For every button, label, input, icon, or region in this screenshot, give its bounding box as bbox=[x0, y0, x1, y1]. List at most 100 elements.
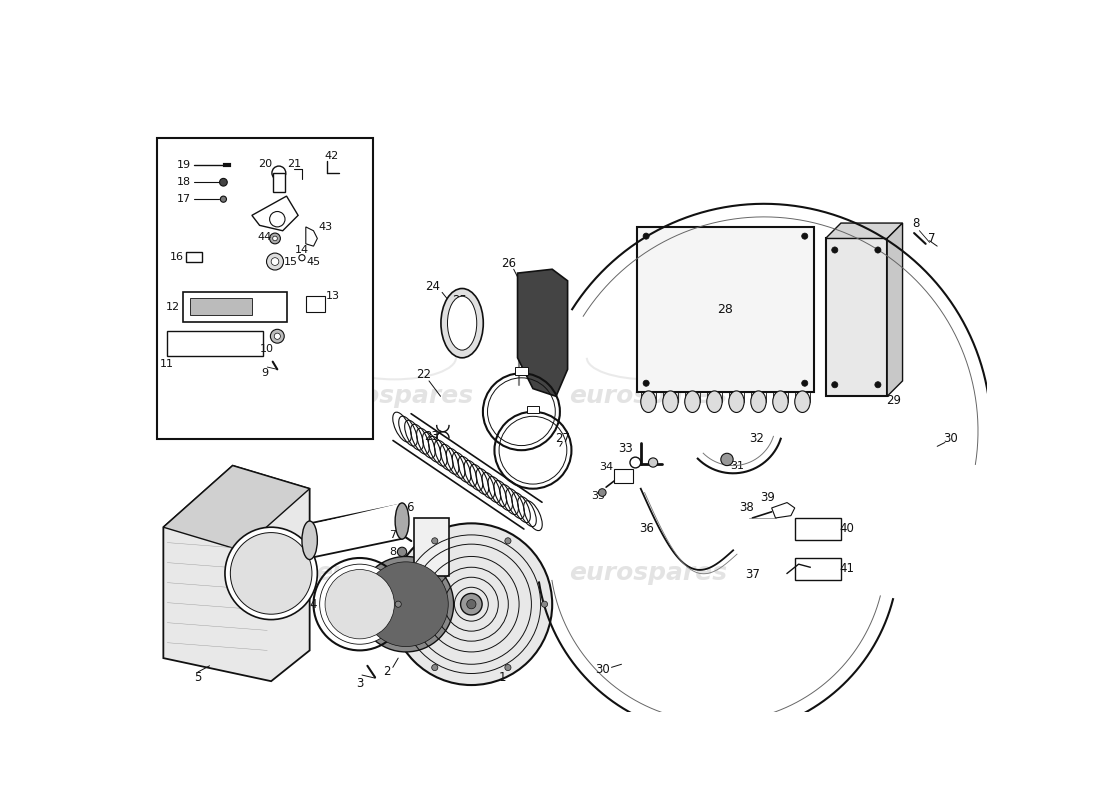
Circle shape bbox=[644, 380, 649, 386]
Circle shape bbox=[832, 382, 838, 388]
Text: 18: 18 bbox=[177, 178, 191, 187]
Text: 43: 43 bbox=[318, 222, 332, 232]
Circle shape bbox=[466, 599, 476, 609]
Text: 25: 25 bbox=[452, 294, 468, 306]
Polygon shape bbox=[517, 270, 568, 396]
Text: 35: 35 bbox=[592, 491, 605, 502]
Text: 30: 30 bbox=[595, 663, 609, 676]
Ellipse shape bbox=[395, 503, 409, 539]
Bar bbox=[515, 367, 528, 374]
Text: 10: 10 bbox=[261, 343, 274, 354]
Text: 33: 33 bbox=[618, 442, 632, 455]
Ellipse shape bbox=[662, 391, 678, 413]
Text: 5: 5 bbox=[195, 671, 201, 684]
Circle shape bbox=[390, 523, 552, 685]
Text: 21: 21 bbox=[287, 158, 301, 169]
Text: eurospares: eurospares bbox=[570, 562, 727, 586]
Text: 7: 7 bbox=[389, 530, 396, 540]
Circle shape bbox=[644, 233, 649, 239]
Circle shape bbox=[802, 380, 807, 386]
Text: 3: 3 bbox=[356, 677, 363, 690]
Circle shape bbox=[271, 330, 284, 343]
Text: 27: 27 bbox=[554, 432, 570, 445]
Text: 20: 20 bbox=[257, 158, 272, 169]
Text: 11: 11 bbox=[161, 359, 174, 369]
Ellipse shape bbox=[728, 391, 745, 413]
Text: 13: 13 bbox=[326, 291, 340, 302]
Text: 24: 24 bbox=[426, 281, 440, 294]
Circle shape bbox=[720, 454, 733, 466]
Circle shape bbox=[266, 253, 284, 270]
Text: 15: 15 bbox=[284, 257, 297, 266]
Bar bbox=[190, 298, 252, 314]
Bar bbox=[825, 238, 888, 396]
Bar bbox=[186, 251, 202, 262]
Circle shape bbox=[505, 538, 512, 544]
Ellipse shape bbox=[640, 391, 656, 413]
Text: 41: 41 bbox=[839, 562, 855, 575]
Ellipse shape bbox=[706, 391, 723, 413]
Circle shape bbox=[649, 458, 658, 467]
Text: 37: 37 bbox=[745, 569, 760, 582]
Polygon shape bbox=[306, 227, 318, 246]
Circle shape bbox=[431, 665, 438, 670]
Circle shape bbox=[874, 247, 881, 253]
Text: 9: 9 bbox=[262, 368, 268, 378]
Bar bbox=[273, 173, 285, 192]
Circle shape bbox=[230, 533, 312, 614]
Text: 7: 7 bbox=[928, 232, 936, 245]
Text: 6: 6 bbox=[406, 502, 414, 514]
Text: 45: 45 bbox=[307, 257, 320, 266]
Circle shape bbox=[874, 382, 881, 388]
Text: 34: 34 bbox=[600, 462, 613, 472]
Text: 8: 8 bbox=[389, 547, 396, 557]
Polygon shape bbox=[163, 466, 310, 550]
Bar bbox=[167, 331, 264, 356]
Text: 28: 28 bbox=[717, 302, 734, 316]
Text: 30: 30 bbox=[943, 432, 958, 445]
Ellipse shape bbox=[301, 521, 317, 559]
Polygon shape bbox=[163, 466, 310, 682]
Ellipse shape bbox=[794, 391, 810, 413]
Bar bbox=[637, 227, 814, 393]
Circle shape bbox=[270, 211, 285, 227]
Circle shape bbox=[273, 236, 277, 241]
Circle shape bbox=[220, 196, 227, 202]
Circle shape bbox=[505, 665, 512, 670]
Ellipse shape bbox=[750, 391, 767, 413]
Circle shape bbox=[832, 247, 838, 253]
Text: 42: 42 bbox=[324, 151, 339, 161]
Text: 1: 1 bbox=[498, 671, 506, 684]
Circle shape bbox=[274, 333, 280, 339]
Text: 2: 2 bbox=[383, 666, 390, 678]
Text: 39: 39 bbox=[760, 491, 775, 505]
Bar bbox=[306, 296, 326, 312]
Text: 38: 38 bbox=[739, 502, 755, 514]
Bar bbox=[794, 558, 842, 579]
Text: 40: 40 bbox=[839, 522, 855, 535]
Text: eurospares: eurospares bbox=[316, 384, 473, 408]
Circle shape bbox=[598, 489, 606, 496]
Circle shape bbox=[224, 527, 317, 619]
Ellipse shape bbox=[448, 296, 476, 350]
Circle shape bbox=[363, 562, 449, 646]
Circle shape bbox=[630, 457, 640, 468]
Circle shape bbox=[270, 233, 280, 244]
Bar bbox=[183, 292, 286, 322]
Text: 23: 23 bbox=[424, 430, 439, 443]
Ellipse shape bbox=[684, 391, 700, 413]
Polygon shape bbox=[887, 223, 902, 396]
Circle shape bbox=[802, 233, 807, 239]
Circle shape bbox=[271, 258, 279, 266]
Bar bbox=[415, 518, 449, 576]
Circle shape bbox=[397, 547, 407, 557]
Text: 14: 14 bbox=[295, 245, 309, 255]
Text: 17: 17 bbox=[177, 194, 191, 204]
Text: 32: 32 bbox=[749, 432, 763, 445]
Ellipse shape bbox=[441, 289, 483, 358]
Text: 36: 36 bbox=[639, 522, 654, 535]
Text: 8: 8 bbox=[913, 217, 920, 230]
Text: eurospares: eurospares bbox=[570, 384, 727, 408]
Text: 31: 31 bbox=[730, 461, 744, 470]
Text: eurospares: eurospares bbox=[316, 562, 473, 586]
